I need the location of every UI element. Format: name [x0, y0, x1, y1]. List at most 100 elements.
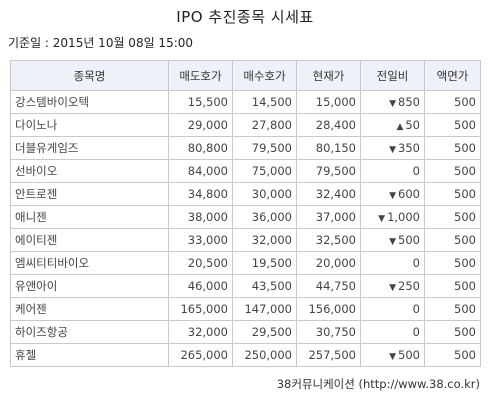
bid-price-cell: 14,500 [232, 90, 297, 114]
change-value: 500 [398, 348, 420, 362]
stock-name-cell: 강스템바이오텍 [10, 90, 169, 114]
triangle-up-icon: ▲ [396, 122, 404, 132]
column-header-bid: 매수호가 [232, 60, 297, 91]
current-price-cell: 20,000 [296, 251, 361, 275]
ask-price-cell: 20,500 [168, 251, 233, 275]
stock-name-cell: 애니젠 [10, 205, 169, 229]
column-header-change: 전일비 [360, 60, 425, 91]
ask-price-cell: 165,000 [168, 297, 233, 321]
bid-price-cell: 19,500 [232, 251, 297, 275]
stock-name-cell: 엠씨티티바이오 [10, 251, 169, 275]
change-value: 0 [412, 325, 420, 339]
par-value-cell: 500 [424, 228, 481, 252]
par-value-cell: 500 [424, 136, 481, 160]
current-price-cell: 15,000 [296, 90, 361, 114]
column-header-name: 종목명 [10, 60, 169, 91]
table-row: 휴젤 265,000 250,000 257,500 ▼ 500 500 [10, 343, 481, 367]
change-cell: ▼ 350 [360, 136, 425, 160]
base-date: 기준일 : 2015년 10월 08일 15:00 [8, 36, 194, 50]
change-value: 250 [398, 279, 420, 293]
change-value: 50 [405, 118, 420, 132]
page-title: IPO 추진종목 시세표 [176, 8, 314, 26]
table-body: 강스템바이오텍 15,500 14,500 15,000 ▼ 850 500 다이노나 29,0… [10, 90, 481, 367]
bid-price-cell: 29,500 [232, 320, 297, 344]
table-row: 선바이오 84,000 75,000 79,500 0 500 [10, 159, 481, 183]
table-row: 다이노나 29,000 27,800 28,400 ▲ 50 500 [10, 113, 481, 137]
change-value: 0 [412, 164, 420, 178]
change-cell: ▼ 250 [360, 274, 425, 298]
table-row: 에이티젠 33,000 32,000 32,500 ▼ 500 500 [10, 228, 481, 252]
change-cell: 0 [360, 297, 425, 321]
ask-price-cell: 38,000 [168, 205, 233, 229]
current-price-cell: 156,000 [296, 297, 361, 321]
ask-price-cell: 29,000 [168, 113, 233, 137]
triangle-down-icon: ▼ [378, 214, 386, 224]
change-cell: ▼ 1,000 [360, 205, 425, 229]
bid-price-cell: 250,000 [232, 343, 297, 367]
stock-name-cell: 안트로젠 [10, 182, 169, 206]
stock-name-cell: 유앤아이 [10, 274, 169, 298]
change-cell: 0 [360, 159, 425, 183]
change-cell: ▼ 500 [360, 228, 425, 252]
source-credit: 38커뮤니케이션 (http://www.38.co.kr) [276, 377, 480, 391]
change-value: 0 [412, 302, 420, 316]
column-header-price: 현재가 [296, 60, 361, 91]
current-price-cell: 79,500 [296, 159, 361, 183]
ask-price-cell: 34,800 [168, 182, 233, 206]
table-row: 강스템바이오텍 15,500 14,500 15,000 ▼ 850 500 [10, 90, 481, 114]
ipo-quote-table: 종목명 매도호가 매수호가 현재가 전일비 액면가 강스템바이오텍 15,500 1… [10, 60, 481, 367]
current-price-cell: 44,750 [296, 274, 361, 298]
table-row: 엠씨티티바이오 20,500 19,500 20,000 0 500 [10, 251, 481, 275]
ask-price-cell: 80,800 [168, 136, 233, 160]
current-price-cell: 80,150 [296, 136, 361, 160]
par-value-cell: 500 [424, 251, 481, 275]
stock-name-cell: 더블유게임즈 [10, 136, 169, 160]
current-price-cell: 37,000 [296, 205, 361, 229]
bid-price-cell: 32,000 [232, 228, 297, 252]
bid-price-cell: 43,500 [232, 274, 297, 298]
par-value-cell: 500 [424, 113, 481, 137]
stock-name-cell: 에이티젠 [10, 228, 169, 252]
change-value: 500 [398, 233, 420, 247]
change-cell: 0 [360, 251, 425, 275]
current-price-cell: 28,400 [296, 113, 361, 137]
change-cell: 0 [360, 320, 425, 344]
table-row: 애니젠 38,000 36,000 37,000 ▼ 1,000 500 [10, 205, 481, 229]
par-value-cell: 500 [424, 159, 481, 183]
table-header-row: 종목명 매도호가 매수호가 현재가 전일비 액면가 [10, 60, 481, 91]
bid-price-cell: 36,000 [232, 205, 297, 229]
change-cell: ▼ 500 [360, 343, 425, 367]
par-value-cell: 500 [424, 274, 481, 298]
par-value-cell: 500 [424, 90, 481, 114]
change-value: 850 [398, 95, 420, 109]
change-value: 1,000 [387, 210, 420, 224]
triangle-down-icon: ▼ [389, 283, 397, 293]
stock-name-cell: 선바이오 [10, 159, 169, 183]
par-value-cell: 500 [424, 182, 481, 206]
ask-price-cell: 33,000 [168, 228, 233, 252]
triangle-down-icon: ▼ [389, 145, 397, 155]
table-row: 하이즈항공 32,000 29,500 30,750 0 500 [10, 320, 481, 344]
triangle-down-icon: ▼ [389, 237, 397, 247]
ask-price-cell: 32,000 [168, 320, 233, 344]
table-row: 더블유게임즈 80,800 79,500 80,150 ▼ 350 500 [10, 136, 481, 160]
change-value: 350 [398, 141, 420, 155]
par-value-cell: 500 [424, 320, 481, 344]
table-row: 케어젠 165,000 147,000 156,000 0 500 [10, 297, 481, 321]
change-cell: ▲ 50 [360, 113, 425, 137]
table-row: 유앤아이 46,000 43,500 44,750 ▼ 250 500 [10, 274, 481, 298]
bid-price-cell: 147,000 [232, 297, 297, 321]
bid-price-cell: 27,800 [232, 113, 297, 137]
change-cell: ▼ 850 [360, 90, 425, 114]
column-header-par: 액면가 [424, 60, 481, 91]
column-header-ask: 매도호가 [168, 60, 233, 91]
current-price-cell: 32,400 [296, 182, 361, 206]
ask-price-cell: 84,000 [168, 159, 233, 183]
ask-price-cell: 46,000 [168, 274, 233, 298]
stock-name-cell: 하이즈항공 [10, 320, 169, 344]
stock-name-cell: 케어젠 [10, 297, 169, 321]
current-price-cell: 257,500 [296, 343, 361, 367]
stock-name-cell: 다이노나 [10, 113, 169, 137]
ask-price-cell: 265,000 [168, 343, 233, 367]
table-row: 안트로젠 34,800 30,000 32,400 ▼ 600 500 [10, 182, 481, 206]
